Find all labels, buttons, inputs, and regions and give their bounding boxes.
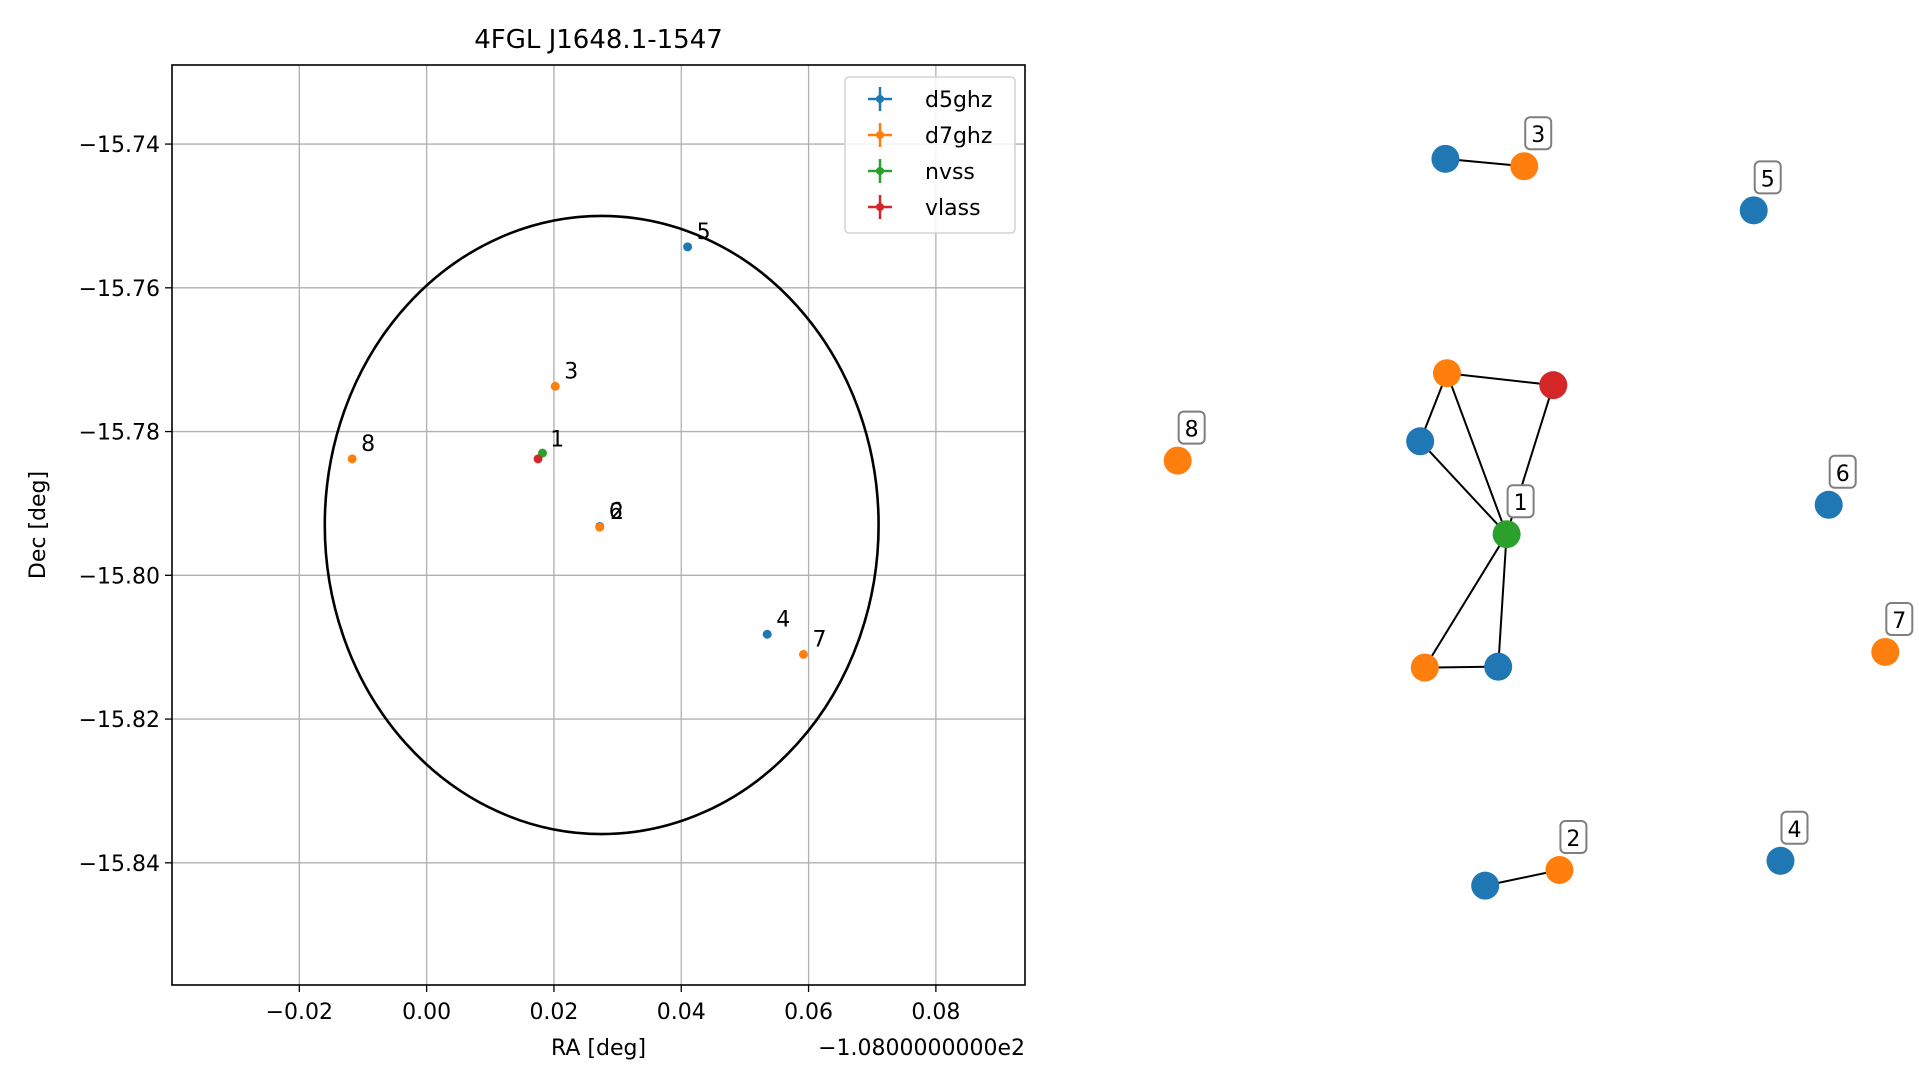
graph-label-text: 5 bbox=[1761, 167, 1775, 192]
graph-node-d5ghz bbox=[1766, 846, 1795, 875]
y-tick-label: −15.80 bbox=[79, 564, 160, 589]
graph-edge bbox=[1446, 372, 1554, 387]
graph-node-vlass bbox=[1539, 371, 1568, 400]
graph-node-d7ghz bbox=[1545, 856, 1574, 884]
graph-node-d7ghz bbox=[1432, 359, 1461, 388]
point-annotation: 6 bbox=[609, 499, 623, 524]
point-d5ghz bbox=[683, 242, 693, 252]
legend-marker-dot bbox=[876, 95, 884, 103]
graph-nodes bbox=[1163, 144, 1900, 900]
legend-label: vlass bbox=[925, 196, 981, 221]
graph-edge bbox=[1497, 534, 1508, 667]
graph-edge bbox=[1446, 372, 1508, 535]
y-tick-label: −15.84 bbox=[79, 852, 160, 877]
point-d7ghz bbox=[595, 522, 605, 532]
graph-label-box bbox=[1753, 160, 1782, 195]
x-tick-label: 0.00 bbox=[402, 1000, 451, 1025]
graph-node-d5ghz bbox=[1406, 427, 1435, 456]
plot-frame bbox=[171, 64, 1026, 986]
graph-label-box bbox=[1559, 820, 1588, 854]
x-tick-label: 0.04 bbox=[657, 1000, 706, 1025]
point-vlass bbox=[533, 454, 543, 464]
x-tick-label: −0.02 bbox=[266, 1000, 333, 1025]
graph-node-d7ghz bbox=[1163, 446, 1192, 475]
x-tick-label: 0.02 bbox=[529, 1000, 578, 1025]
network-graph-panel: 1 3 5 6 8 7 4 2 bbox=[1163, 116, 1914, 900]
legend-label: d7ghz bbox=[925, 124, 992, 149]
position-ellipse bbox=[323, 214, 880, 836]
graph-label-text: 8 bbox=[1185, 418, 1199, 443]
legend-box bbox=[844, 76, 1016, 234]
legend-marker-dot bbox=[876, 203, 884, 211]
graph-label-box bbox=[1177, 410, 1206, 445]
graph-node-d5ghz bbox=[1739, 196, 1768, 225]
point-d5ghz bbox=[762, 629, 772, 639]
graph-node-d7ghz bbox=[1510, 152, 1539, 181]
graph-label-box bbox=[1885, 601, 1914, 636]
y-tick-label: −15.74 bbox=[79, 133, 160, 158]
point-annotation: 8 bbox=[361, 432, 375, 457]
graph-label-text: 2 bbox=[1566, 827, 1580, 852]
graph-node-d5ghz bbox=[1814, 490, 1843, 519]
graph-node-d5ghz bbox=[1471, 871, 1500, 900]
point-annotation: 1 bbox=[550, 428, 564, 453]
graph-node-labels: 1 3 5 6 8 7 4 2 bbox=[1177, 116, 1914, 854]
graph-label-text: 3 bbox=[1531, 123, 1545, 148]
x-tick-label: 0.06 bbox=[784, 1000, 833, 1025]
graph-edge bbox=[1423, 533, 1508, 669]
graph-edges bbox=[1419, 157, 1560, 887]
y-tick-label: −15.76 bbox=[79, 277, 160, 302]
graph-label-text: 1 bbox=[1514, 491, 1528, 516]
legend-marker-dot bbox=[876, 131, 884, 139]
point-annotation: 2 bbox=[610, 500, 624, 525]
legend-label: nvss bbox=[925, 160, 975, 185]
point-annotation: 4 bbox=[776, 607, 790, 632]
graph-label-text: 4 bbox=[1787, 818, 1801, 843]
graph-node-d7ghz bbox=[1871, 637, 1900, 666]
graph-edge bbox=[1419, 440, 1508, 535]
legend-label: d5ghz bbox=[925, 88, 992, 113]
graph-label-text: 6 bbox=[1836, 462, 1850, 487]
y-tick-label: −15.82 bbox=[79, 708, 160, 733]
y-tick-label: −15.78 bbox=[79, 421, 160, 446]
point-annotation: 7 bbox=[812, 627, 826, 652]
axis-ticks: −0.02 0.00 0.02 0.04 0.06 0.08 −15.74 −15.76 −15… bbox=[79, 133, 961, 1025]
scatter-plot-panel: 5 3 8 1 62 47 −0.02 0.00 0.02 0.04 0.06 0.08 −15.74… bbox=[26, 25, 1026, 1061]
graph-label-box bbox=[1828, 454, 1857, 489]
graph-label-box bbox=[1524, 116, 1553, 151]
point-d7ghz bbox=[798, 649, 808, 659]
y-axis-label: Dec [deg] bbox=[26, 471, 51, 579]
graph-node-d5ghz bbox=[1484, 652, 1513, 681]
legend-marker-dot bbox=[876, 167, 884, 175]
point-d7ghz bbox=[550, 381, 560, 391]
point-annotation: 5 bbox=[697, 220, 711, 245]
x-axis-offset-label: −1.0800000000e2 bbox=[818, 1036, 1025, 1061]
point-annotation: 3 bbox=[564, 359, 578, 384]
x-tick-label: 0.08 bbox=[911, 1000, 960, 1025]
legend: d5ghz d7ghz nvss vlass bbox=[844, 76, 1016, 234]
chart-title: 4FGL J1648.1-1547 bbox=[474, 25, 723, 55]
point-d7ghz bbox=[347, 454, 357, 464]
data-points bbox=[347, 242, 808, 659]
graph-label-box bbox=[1506, 484, 1535, 519]
graph-label-box bbox=[1780, 810, 1809, 845]
graph-node-d5ghz bbox=[1431, 144, 1460, 173]
graph-node-nvss bbox=[1492, 520, 1521, 549]
graph-label-text: 7 bbox=[1892, 609, 1906, 634]
point-annotations: 5 3 8 1 62 47 bbox=[361, 220, 826, 653]
uncertainty-ellipse bbox=[323, 214, 880, 836]
x-axis-label: RA [deg] bbox=[551, 1036, 646, 1061]
graph-node-d7ghz bbox=[1410, 653, 1439, 682]
